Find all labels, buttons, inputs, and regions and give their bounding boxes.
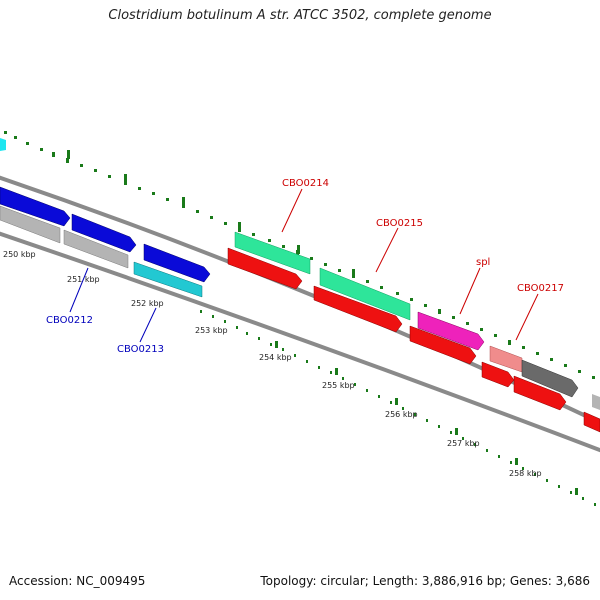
gene-label-cbo0215[interactable]: CBO0215 bbox=[376, 218, 423, 229]
cds-fragment-cyan[interactable] bbox=[0, 138, 6, 151]
tick-label: 250 kbp bbox=[3, 250, 36, 259]
cds-spl bbox=[417, 311, 485, 351]
gene-labels: CBO0214 CBO0215 spl CBO0217 CBO0212 CBO0… bbox=[46, 178, 564, 355]
tick-labels: 250 kbp 251 kbp 252 kbp 253 kbp 254 kbp … bbox=[3, 250, 542, 478]
cds-0215 bbox=[319, 267, 411, 321]
tick-label: 252 kbp bbox=[131, 299, 164, 308]
tick-label: 256 kbp bbox=[385, 410, 418, 419]
cds-red-4 bbox=[481, 361, 515, 388]
tick-label: 253 kbp bbox=[195, 326, 228, 335]
genome-summary-text: Topology: circular; Length: 3,886,916 bp… bbox=[260, 574, 590, 588]
cds-red-1 bbox=[227, 247, 303, 290]
gene-label-cbo0217[interactable]: CBO0217 bbox=[517, 283, 564, 294]
right-reverse-row[interactable] bbox=[227, 247, 600, 433]
accession-text: Accession: NC_009495 bbox=[9, 574, 146, 588]
gc-dots-outer bbox=[4, 131, 595, 379]
gene-label-cbo0214[interactable]: CBO0214 bbox=[282, 178, 329, 189]
gene-label-spl[interactable]: spl bbox=[476, 257, 490, 268]
tick-label: 257 kbp bbox=[447, 439, 480, 448]
gc-dots-inner bbox=[200, 310, 596, 506]
gene-leader-lines bbox=[69, 188, 539, 343]
tick-label: 251 kbp bbox=[67, 275, 100, 284]
genome-title: Clostridium botulinum A str. ATCC 3502, … bbox=[108, 8, 492, 23]
cds-darkgray bbox=[521, 359, 579, 398]
cds-0211 bbox=[0, 186, 71, 227]
tick-label: 254 kbp bbox=[259, 353, 292, 362]
gene-label-cbo0213[interactable]: CBO0213 bbox=[117, 344, 164, 355]
cds-red-6 bbox=[583, 411, 600, 433]
reverse-gray-row[interactable] bbox=[0, 205, 203, 298]
cds-cyan-0213 bbox=[133, 261, 203, 298]
cds-right-edge-gray bbox=[592, 394, 600, 410]
tick-label: 255 kbp bbox=[322, 381, 355, 390]
tick-label: 258 kbp bbox=[509, 469, 542, 478]
cds-red-2 bbox=[313, 285, 403, 333]
cds-gray-2 bbox=[63, 229, 129, 269]
right-forward-row[interactable] bbox=[234, 231, 600, 410]
cds-0213 bbox=[143, 243, 211, 283]
gene-label-cbo0212[interactable]: CBO0212 bbox=[46, 315, 93, 326]
cds-0212 bbox=[71, 213, 137, 253]
cds-0214 bbox=[234, 231, 311, 275]
cds-red-5 bbox=[513, 375, 567, 411]
forward-strand-row[interactable] bbox=[0, 186, 211, 283]
cds-red-3 bbox=[409, 325, 477, 365]
cds-gray-1 bbox=[0, 205, 61, 244]
backbone bbox=[0, 175, 600, 453]
